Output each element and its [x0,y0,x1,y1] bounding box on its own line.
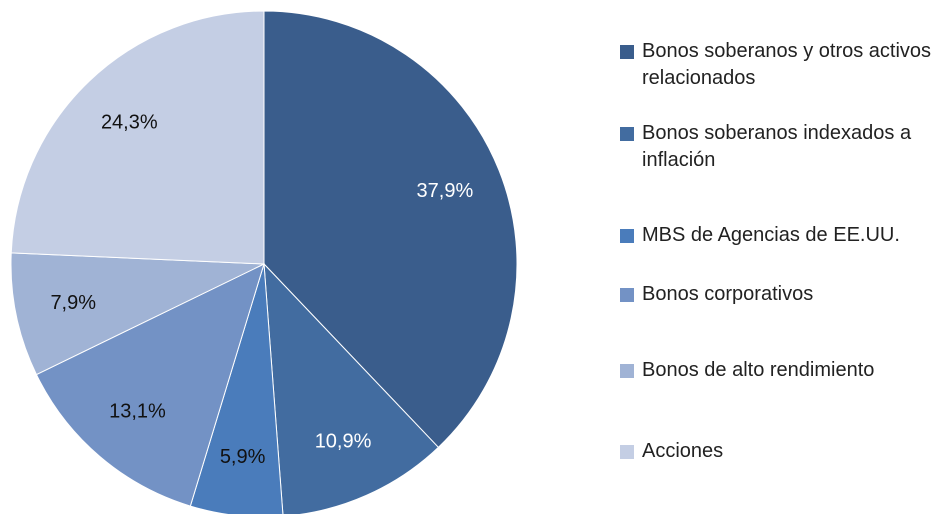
legend-swatch [620,127,634,141]
data-label: 13,1% [109,400,166,422]
legend-item: Bonos soberanos indexados a inflación [620,120,940,174]
legend-item: MBS de Agencias de EE.UU. [620,222,940,249]
legend-swatch [620,229,634,243]
data-label: 10,9% [315,430,372,452]
legend-item: Bonos de alto rendimiento [620,357,940,384]
pie-slice [10,252,265,376]
legend-swatch [620,288,634,302]
legend-label: MBS de Agencias de EE.UU. [642,224,900,246]
legend-swatch [620,45,634,59]
pie-slice [35,263,265,507]
legend-label: Bonos de alto rendimiento [642,359,875,381]
legend-label: Bonos soberanos indexados a inflación [642,122,917,171]
legend-item: Bonos soberanos y otros activos relacion… [620,38,940,92]
data-label: 7,9% [50,292,96,314]
legend-swatch [620,445,634,459]
data-label: 5,9% [220,446,266,468]
legend-label: Bonos corporativos [642,283,814,305]
legend-label: Bonos soberanos y otros activos relacion… [642,40,943,89]
legend-label: Acciones [642,440,724,462]
legend-item: Bonos corporativos [620,281,940,308]
pie-slice [10,10,265,265]
data-label: 37,9% [417,180,474,202]
legend-swatch [620,364,634,378]
pie-slice [263,10,518,449]
pie-slice [263,262,440,514]
data-label: 24,3% [101,112,158,134]
legend-item: Acciones [620,438,940,465]
